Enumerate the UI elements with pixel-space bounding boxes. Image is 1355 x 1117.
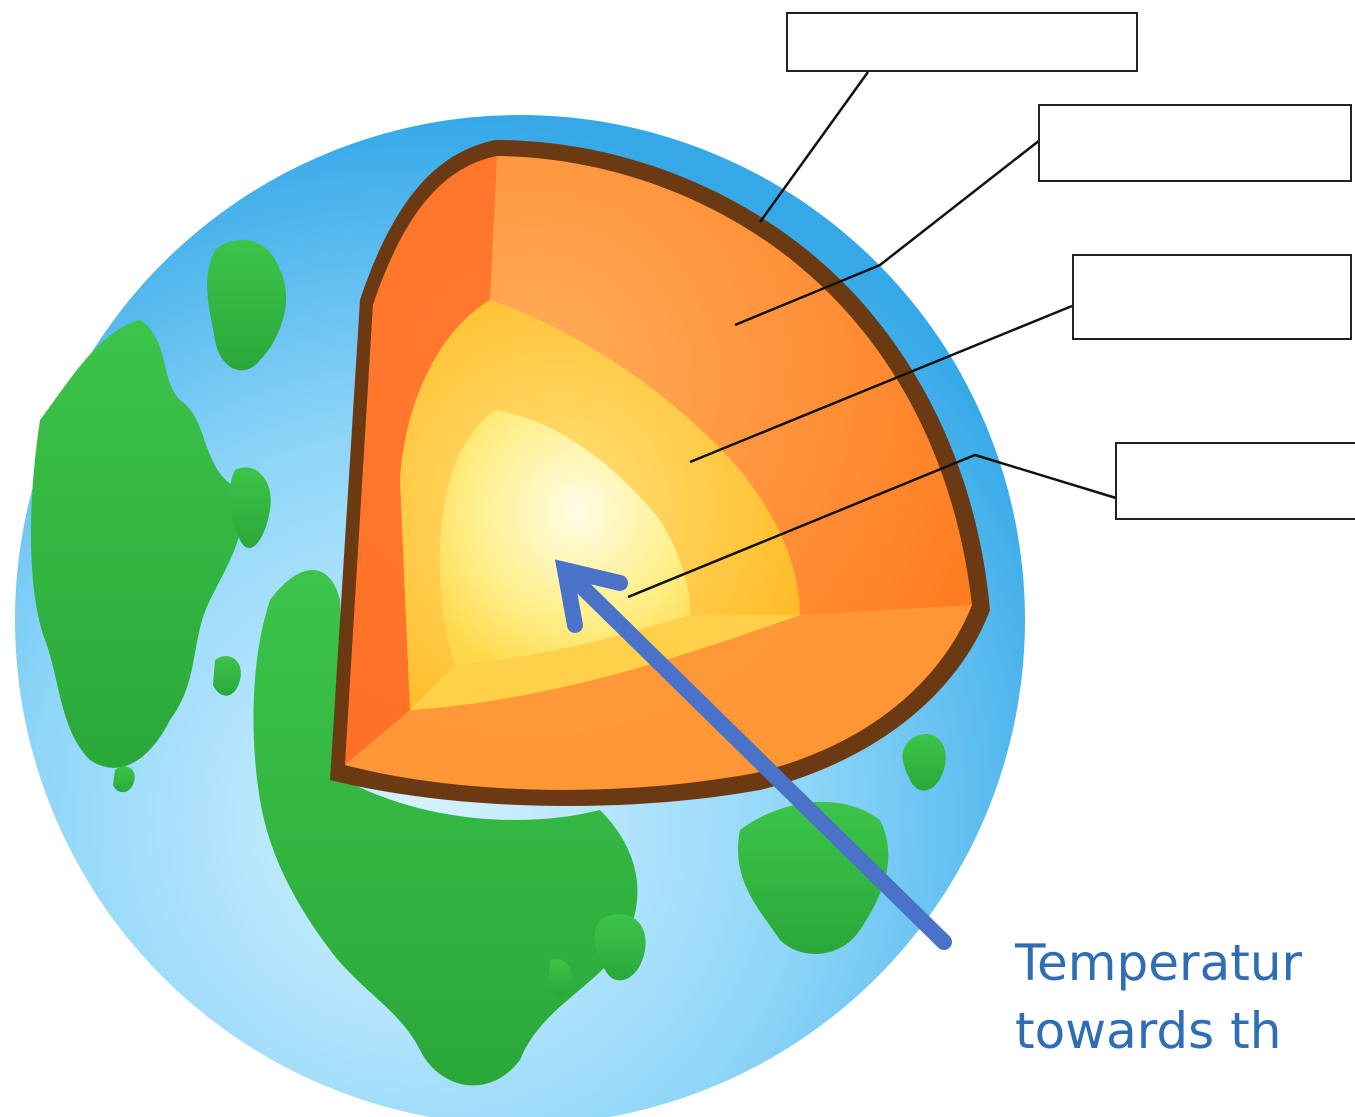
- island-middle: [229, 467, 271, 549]
- crust-label-box[interactable]: [786, 12, 1138, 72]
- island-south: [548, 958, 572, 996]
- island-small-a: [213, 656, 241, 696]
- continent-west: [30, 320, 243, 768]
- inner-core-label-box[interactable]: [1115, 442, 1355, 520]
- continents: [30, 239, 946, 1086]
- island-north: [207, 239, 287, 371]
- caption-line-2: towards th: [1015, 1002, 1282, 1060]
- crust-leader-line: [758, 71, 870, 223]
- mantle-facet-bottom: [345, 605, 972, 790]
- outer-core-leader-line: [689, 304, 1073, 464]
- mantle-facet-left: [345, 156, 497, 765]
- outer-core-facet-bottom: [410, 615, 800, 710]
- inner-core-layer: [439, 410, 691, 665]
- caption-line-1: Temperatur: [1015, 934, 1303, 992]
- island-south-east: [594, 914, 646, 981]
- island-east: [902, 734, 946, 791]
- leader-lines: [627, 71, 1117, 599]
- island-small-b: [113, 766, 135, 793]
- mantle-label-box[interactable]: [1038, 104, 1352, 182]
- outer-core-label-box[interactable]: [1072, 254, 1352, 340]
- mantle-leader-line: [734, 139, 1041, 327]
- temperature-arrow: [554, 559, 952, 950]
- inner-core-leader-line: [627, 453, 1117, 599]
- continent-south: [253, 570, 638, 1086]
